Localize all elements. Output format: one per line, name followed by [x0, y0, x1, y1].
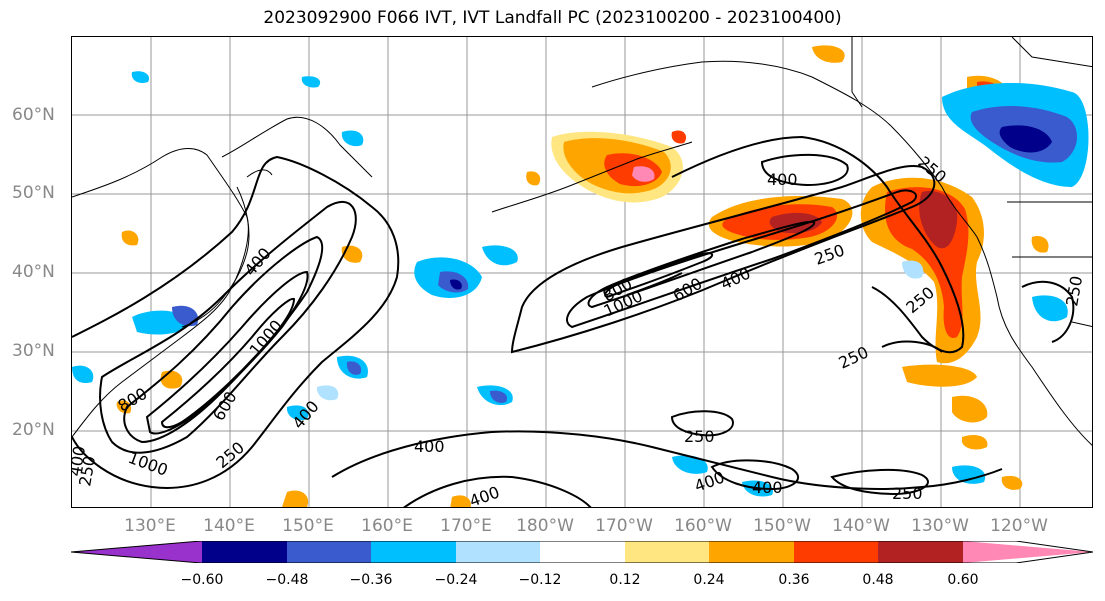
contour-label: 250 [892, 484, 923, 503]
lon-label-160e: 160°E [361, 516, 413, 536]
lon-label-140e: 140°E [203, 516, 255, 536]
contour-label: 400 [752, 478, 783, 497]
lat-label-30n: 30°N [12, 341, 55, 361]
colorbar [71, 541, 1093, 563]
colorbar-tick: −0.36 [349, 572, 393, 588]
colorbar-segments [71, 541, 1093, 563]
lon-label-160w: 160°W [674, 516, 732, 536]
lon-label-170e: 170°E [440, 516, 492, 536]
contour-label: 250 [684, 427, 715, 446]
colorbar-tick: −0.24 [434, 572, 478, 588]
contour-label: 400 [467, 482, 502, 508]
colorbar-segment [709, 541, 794, 563]
contour-label: 400 [289, 397, 323, 433]
lon-label-130w: 130°W [911, 516, 969, 536]
coastlines [72, 37, 1092, 446]
colorbar-segment [625, 541, 709, 563]
colorbar-tick: −0.60 [180, 572, 224, 588]
ivt-contours [72, 135, 1075, 507]
negative-pc-shading [72, 71, 1089, 497]
colorbar-tick: 0.12 [609, 572, 641, 588]
lat-label-50n: 50°N [12, 183, 55, 203]
lon-label-140w: 140°W [832, 516, 890, 536]
lon-label-130e: 130°E [124, 516, 176, 536]
lat-label-60n: 60°N [12, 105, 55, 125]
colorbar-segment [456, 541, 540, 563]
lat-label-20n: 20°N [12, 420, 55, 440]
gridlines [72, 37, 1092, 507]
contour-label: 250 [1062, 274, 1086, 307]
lon-label-150e: 150°E [282, 516, 334, 536]
lon-label-180w: 180°W [516, 516, 574, 536]
colorbar-tick: 0.36 [778, 572, 810, 588]
contour-label: 1000 [126, 448, 171, 480]
colorbar-tick: 0.60 [947, 572, 979, 588]
contour-label: 600 [209, 388, 241, 424]
lon-label-150w: 150°W [753, 516, 811, 536]
contour-label: 400 [414, 437, 445, 456]
map-title: 2023092900 F066 IVT, IVT Landfall PC (20… [263, 8, 842, 28]
colorbar-segment [540, 541, 625, 563]
contour-label: 400 [767, 170, 798, 189]
colorbar-segment [287, 541, 371, 563]
colorbar-segment [963, 541, 1093, 563]
lon-label-170w: 170°W [595, 516, 653, 536]
colorbar-segment [371, 541, 456, 563]
lon-label-120w: 120°W [990, 516, 1048, 536]
colorbar-segment [878, 541, 963, 563]
contour-label: 250 [75, 454, 99, 487]
map-panel: 400 400 1000 800 1000 600 400 250 400 40… [71, 36, 1093, 508]
lat-label-40n: 40°N [12, 262, 55, 282]
colorbar-tick: −0.48 [265, 572, 309, 588]
contour-label: 400 [72, 444, 89, 477]
colorbar-tick: 0.48 [862, 572, 894, 588]
contour-label: 250 [836, 342, 872, 372]
colorbar-tick: 0.24 [693, 572, 725, 588]
ivt-map: 400 400 1000 800 1000 600 400 250 400 40… [72, 37, 1092, 508]
colorbar-segment [202, 541, 287, 563]
colorbar-segment [71, 541, 202, 563]
colorbar-segment [794, 541, 878, 563]
contour-label: 250 [902, 283, 938, 317]
colorbar-tick: −0.12 [518, 572, 562, 588]
contour-label: 250 [212, 438, 248, 472]
